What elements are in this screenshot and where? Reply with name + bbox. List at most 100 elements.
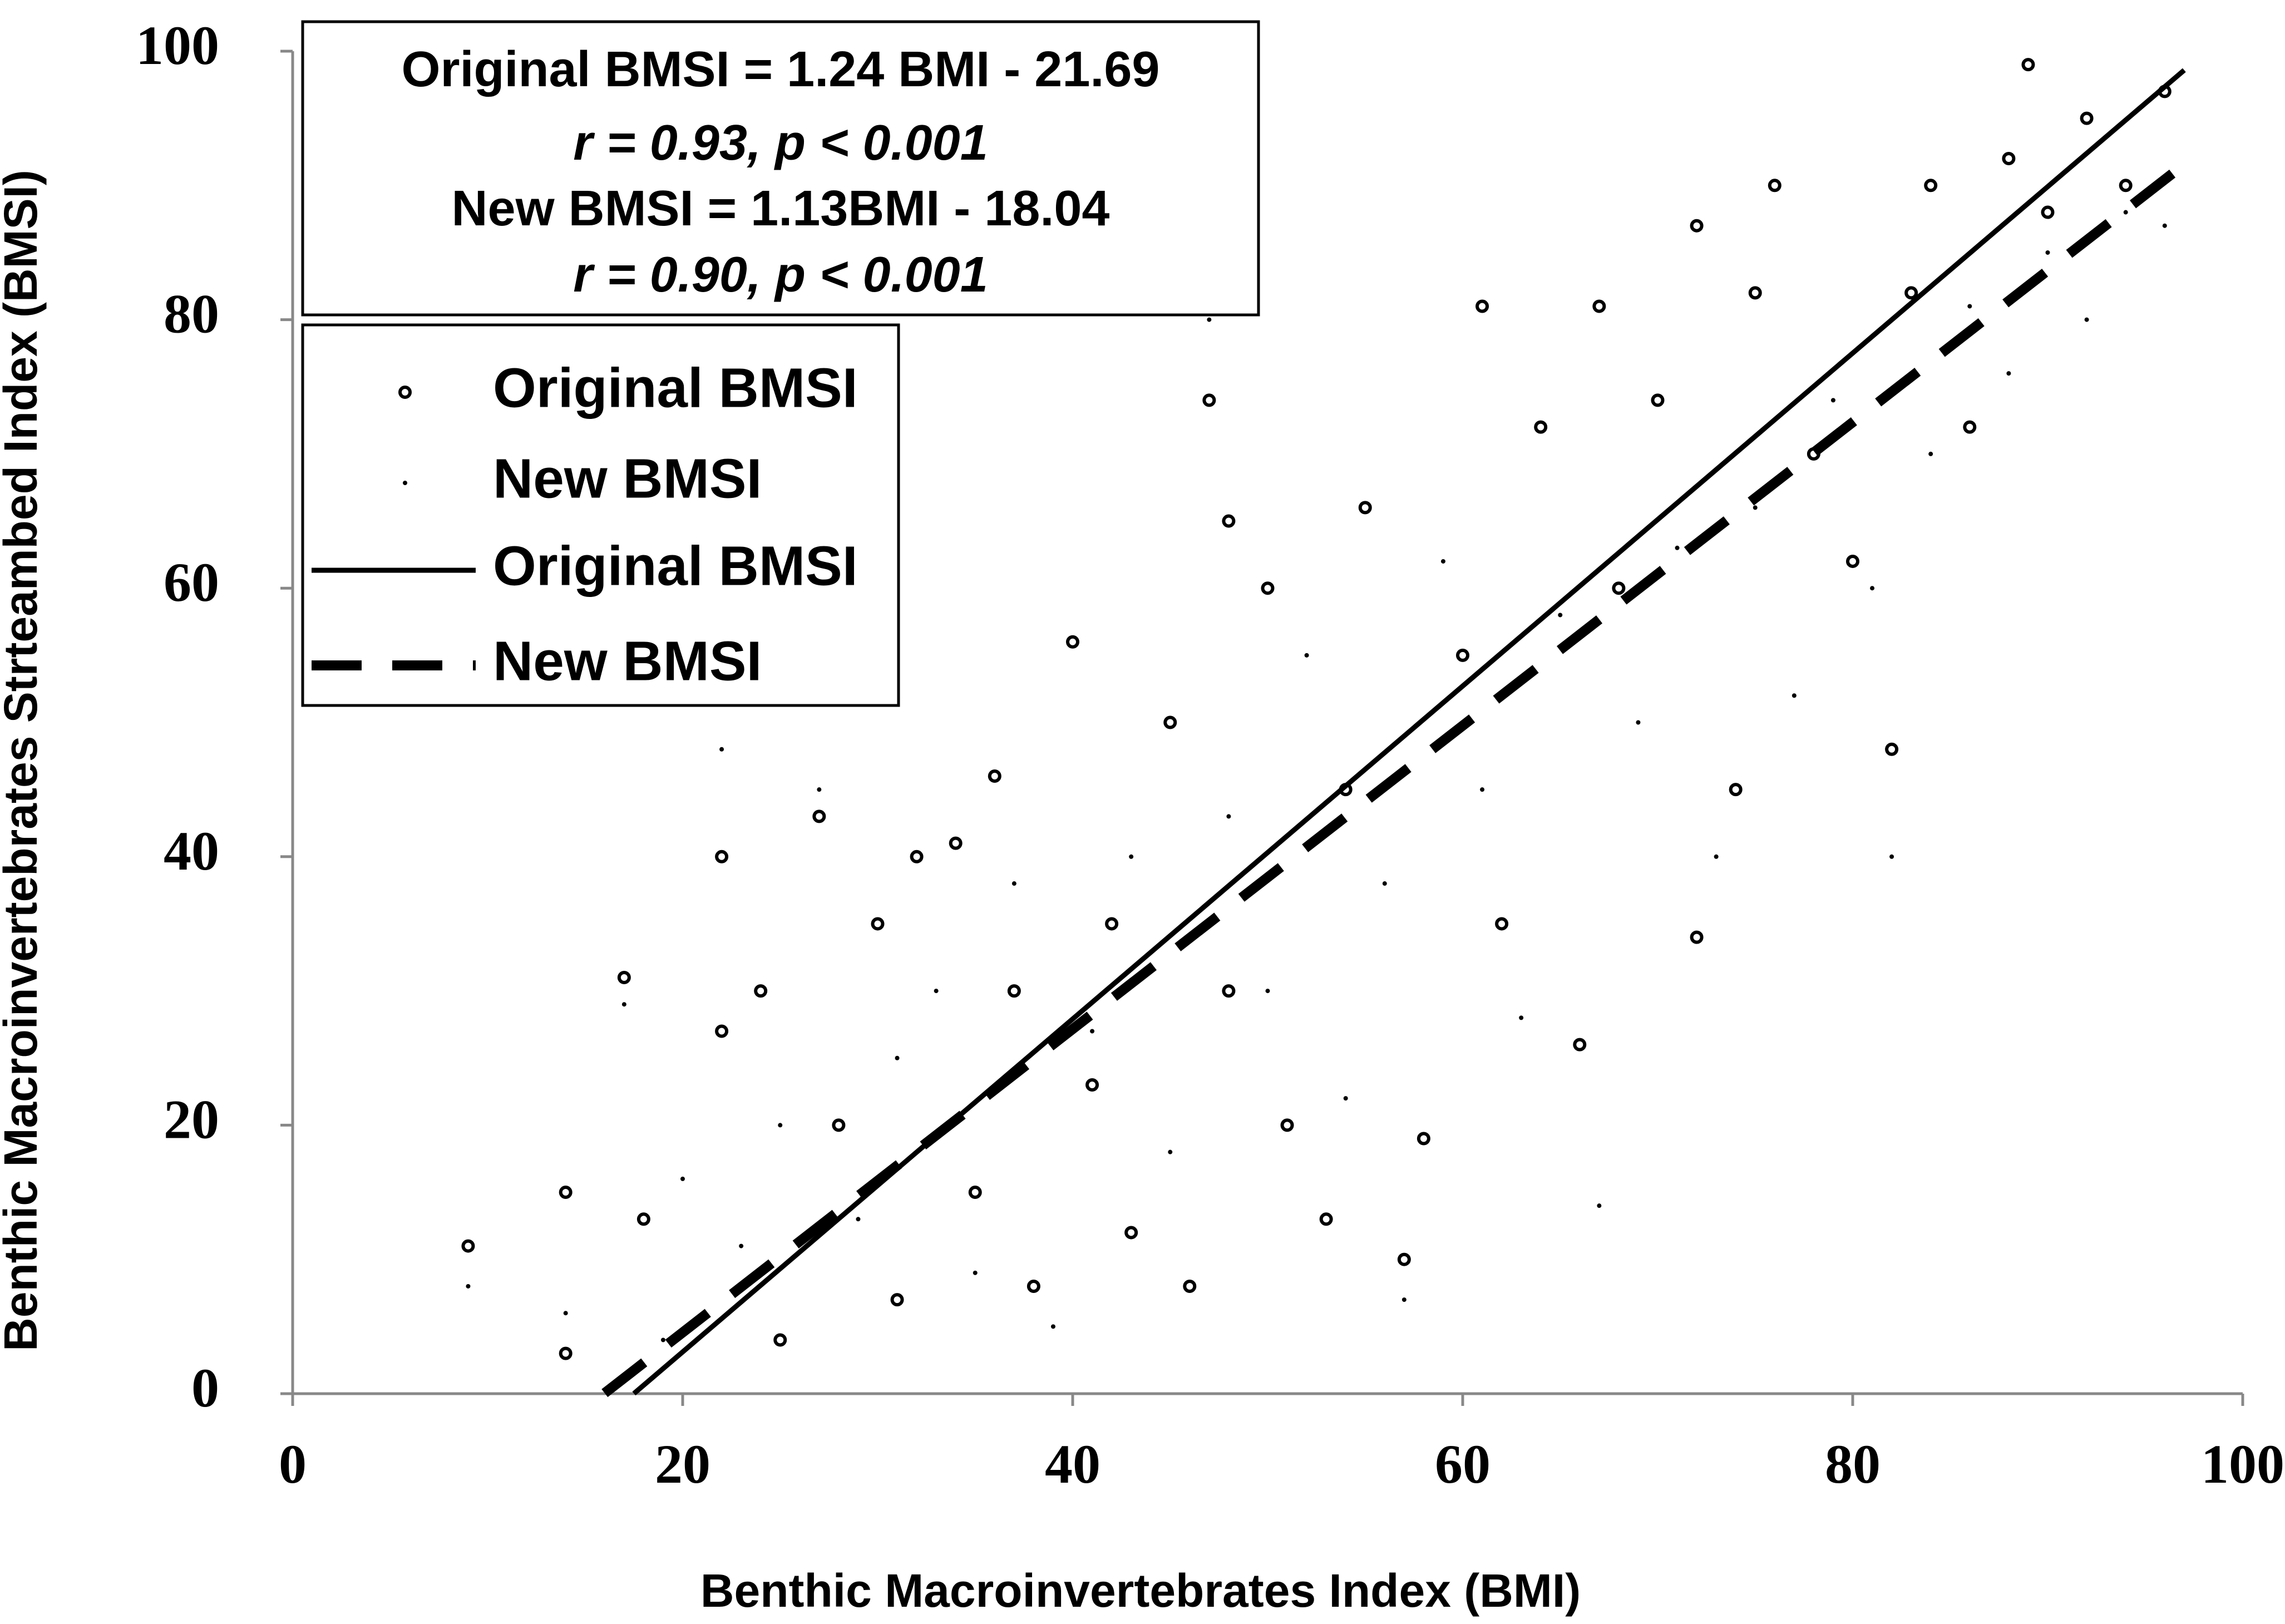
point	[812, 809, 826, 823]
point	[2045, 250, 2050, 255]
point	[2006, 371, 2011, 376]
point	[949, 836, 963, 850]
legend-marker	[398, 386, 412, 399]
point	[2021, 58, 2035, 72]
point	[973, 1270, 978, 1275]
point	[1382, 881, 1387, 886]
point	[2123, 210, 2128, 215]
point	[719, 747, 724, 752]
point	[1573, 1038, 1587, 1052]
point	[773, 1333, 787, 1347]
point	[715, 850, 729, 863]
point	[1768, 179, 1781, 192]
point	[1280, 1118, 1294, 1132]
point	[1207, 317, 1212, 322]
point	[715, 1024, 729, 1038]
point	[2002, 152, 2016, 166]
point	[890, 1293, 904, 1307]
point	[1011, 881, 1016, 886]
point	[1163, 715, 1177, 729]
point	[1846, 554, 1859, 568]
point	[1612, 581, 1626, 595]
point	[1066, 635, 1079, 649]
x-tick-label: 20	[655, 1433, 710, 1495]
point	[1226, 814, 1231, 819]
point	[1714, 854, 1719, 859]
point	[1050, 1324, 1055, 1329]
point	[1792, 693, 1797, 698]
point	[817, 787, 822, 792]
point	[1475, 299, 1489, 313]
point	[934, 989, 939, 994]
point	[1753, 505, 1758, 510]
point	[1636, 720, 1641, 725]
point	[1202, 393, 1216, 407]
point	[1265, 989, 1270, 994]
point	[1870, 586, 1875, 591]
point	[1534, 420, 1548, 434]
point	[1928, 451, 1933, 456]
point	[1885, 742, 1899, 756]
annotation: New BMSI = 1.13BMI - 18.04	[452, 181, 1110, 236]
legend-label: Original BMSI	[493, 357, 858, 419]
point	[621, 1002, 626, 1007]
point	[1748, 286, 1762, 300]
y-tick-label: 80	[164, 283, 219, 345]
point	[1440, 559, 1445, 564]
point	[871, 917, 885, 931]
legend-label: New BMSI	[493, 630, 762, 692]
y-tick-label: 60	[164, 551, 219, 613]
point	[1675, 545, 1680, 550]
point	[832, 1118, 846, 1132]
point	[988, 769, 1001, 783]
point	[2162, 223, 2167, 228]
point	[1261, 581, 1275, 595]
y-tick-label: 40	[164, 820, 219, 882]
point	[1085, 1078, 1099, 1092]
point	[559, 1186, 573, 1200]
y-tick-label: 20	[164, 1088, 219, 1150]
point	[1889, 854, 1894, 859]
point	[617, 970, 631, 984]
point	[461, 1239, 475, 1253]
point	[1963, 420, 1977, 434]
point	[778, 1123, 783, 1128]
point	[1924, 179, 1938, 192]
x-tick-label: 100	[2201, 1433, 2284, 1495]
point	[1222, 984, 1236, 998]
point	[1358, 501, 1372, 515]
point	[1830, 398, 1835, 403]
regression-line	[601, 160, 2188, 1398]
point	[1129, 854, 1134, 859]
x-tick-label: 60	[1435, 1433, 1491, 1495]
legend-label: New BMSI	[493, 447, 762, 510]
point	[1729, 783, 1743, 797]
y-tick-label: 100	[136, 14, 219, 76]
legend-marker	[403, 481, 407, 485]
point	[1304, 653, 1309, 658]
annotation: r = 0.93, p < 0.001	[573, 115, 988, 171]
point	[1597, 1203, 1602, 1208]
x-tick-label: 0	[279, 1433, 307, 1495]
point	[1319, 1212, 1333, 1226]
x-tick-label: 40	[1045, 1433, 1100, 1495]
x-axis-label: Benthic Macroinvertebrates Index (BMI)	[700, 1564, 1581, 1617]
annotation-box	[301, 20, 1260, 317]
point	[680, 1176, 685, 1181]
point	[1026, 1279, 1040, 1293]
point	[1558, 613, 1563, 618]
legend-label: Original BMSI	[493, 535, 858, 597]
annotation: r = 0.90, p < 0.001	[573, 247, 988, 303]
y-axis-label: Benthic Macroinvertebrates Strteambed In…	[0, 170, 47, 1351]
y-tick-label: 0	[191, 1357, 219, 1419]
point	[1480, 787, 1485, 792]
point	[563, 1311, 568, 1316]
point	[2041, 205, 2055, 219]
annotation: Original BMSI = 1.24 BMI - 21.69	[402, 42, 1160, 97]
point	[2119, 179, 2133, 192]
point	[1007, 984, 1021, 998]
point	[739, 1243, 744, 1248]
point	[1183, 1279, 1197, 1293]
point	[1168, 1149, 1173, 1154]
point	[466, 1284, 471, 1289]
